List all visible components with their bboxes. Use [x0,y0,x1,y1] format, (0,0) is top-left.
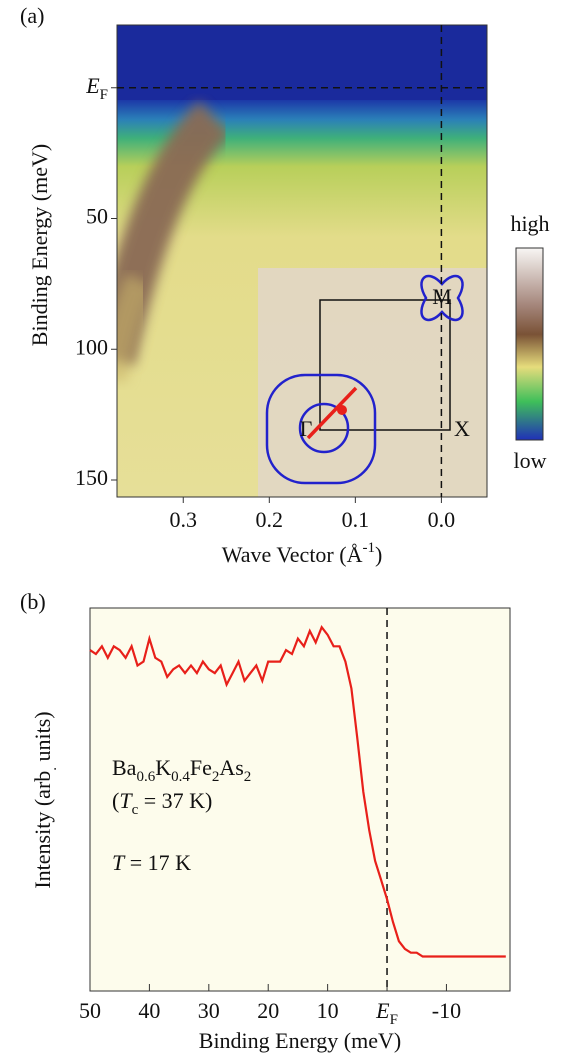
x-axis-label: Wave Vector (Å-1) [222,540,383,567]
inset-label: X [454,416,470,441]
x-tick-label: 50 [79,998,101,1023]
panel-label: (a) [20,3,44,28]
y-axis-label: Binding Energy (meV) [27,144,52,346]
annotation: Ba0.6K0.4Fe2As2 [112,755,251,785]
annotation: T = 17 K [112,850,191,875]
x-tick-label: 20 [257,998,279,1023]
x-tick-label: 30 [198,998,220,1023]
x-tick-label: 0.3 [170,507,198,532]
inset-label: Γ [300,416,313,441]
x-tick-label: 40 [138,998,160,1023]
x-tick-label: 0.2 [256,507,284,532]
plot-frame [116,24,488,498]
x-tick-label: -10 [432,998,461,1023]
panel-label: (b) [20,589,46,614]
x-tick-label: EF [375,998,398,1028]
x-axis-label: Binding Energy (meV) [199,1028,401,1053]
x-tick-label: 10 [317,998,339,1023]
y-axis-label: Intensity (arb. units) [30,711,60,888]
x-tick-label: 0.0 [428,507,456,532]
colorbar [515,247,544,441]
y-tick-label: EF [85,73,108,103]
annotation: (Tc = 37 K) [112,788,212,818]
intensity-curve [89,624,506,958]
y-tick-label: 100 [75,334,108,359]
colorbar-label: low [514,448,547,473]
y-tick-label: 50 [86,204,108,229]
colorbar-label: high [510,211,549,236]
inset-diagram [265,274,464,485]
x-tick-label: 0.1 [342,507,370,532]
y-tick-label: 150 [75,465,108,490]
inset-label: M [432,284,452,309]
plot-frame [89,607,511,992]
